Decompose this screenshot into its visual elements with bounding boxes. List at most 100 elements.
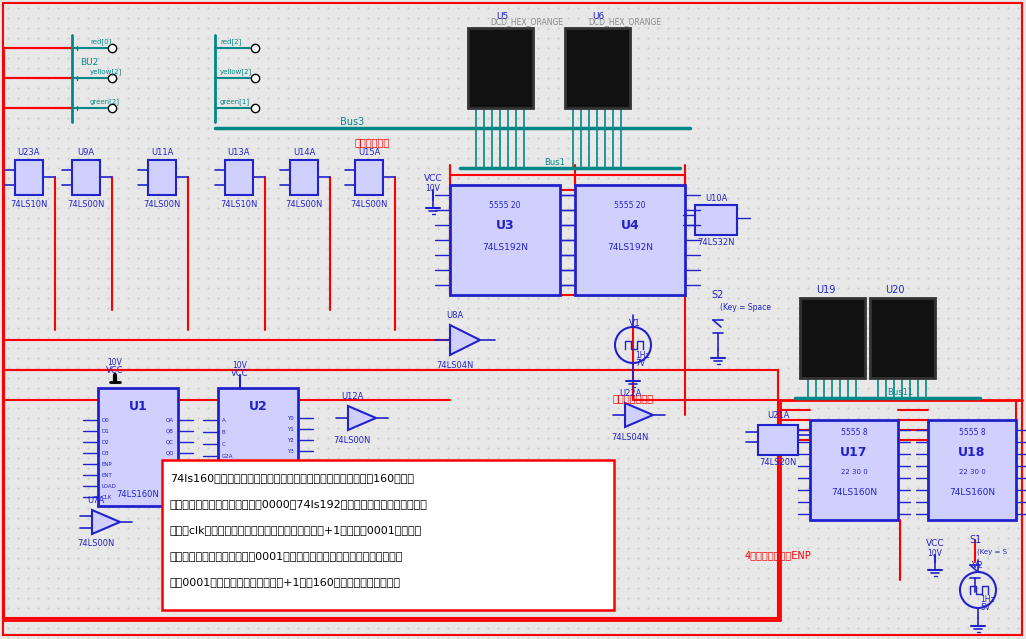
Text: Bus1: Bus1 [545,157,565,167]
Text: U2: U2 [248,399,268,413]
Text: 74LS00N: 74LS00N [77,539,115,548]
Bar [98,388,177,506]
Text: U23A: U23A [17,148,40,157]
Text: 74LS10N: 74LS10N [221,199,258,208]
Polygon shape [290,160,318,195]
Text: 74LS00N: 74LS00N [285,199,323,208]
Text: 74LS00N: 74LS00N [68,199,105,208]
Polygon shape [225,160,253,195]
Polygon shape [450,325,480,355]
Text: D3: D3 [102,450,110,456]
Text: CLK: CLK [102,495,112,500]
Text: DCD_HEX_ORANGE: DCD_HEX_ORANGE [490,17,563,26]
Bar [565,28,630,108]
Bar [928,420,1016,520]
Text: 10V: 10V [928,548,943,557]
Text: U11A: U11A [151,148,173,157]
Text: 10V: 10V [426,183,440,192]
Text: yellow[2]: yellow[2] [90,68,122,75]
Text: U4: U4 [621,219,639,231]
Bar [810,420,898,520]
Text: U18: U18 [958,445,986,459]
Text: 两片戥体置数: 两片戥体置数 [355,137,390,147]
Text: U22A: U22A [619,389,641,397]
Text: VCC: VCC [107,366,124,374]
Text: V2: V2 [972,560,984,569]
Text: B: B [222,429,226,435]
Text: 5555 8: 5555 8 [840,427,867,436]
Text: U6: U6 [592,12,604,20]
Text: DCD_HEX_ORANGE: DCD_HEX_ORANGE [588,17,661,26]
Text: QA: QA [166,417,174,422]
Text: U3: U3 [496,219,514,231]
Text: S2: S2 [712,290,724,300]
Text: A: A [222,417,226,422]
Text: 开关，clk由低变为高，产生了一个上升沿，计数器+1，输出为0001，但这时: 开关，clk由低变为高，产生了一个上升沿，计数器+1，输出为0001，但这时 [170,525,423,535]
Bar [3,370,778,618]
Text: (Key = S: (Key = S [977,549,1007,555]
Polygon shape [625,403,653,427]
Bar [218,388,298,506]
Text: U21A: U21A [766,410,789,419]
Bar [162,460,614,610]
Polygon shape [348,406,376,430]
Bar [468,28,532,108]
Text: U17: U17 [840,445,868,459]
Text: 74LS00N: 74LS00N [333,436,370,445]
Text: 5555 20: 5555 20 [615,201,645,210]
Text: Bus3: Bus3 [340,117,364,127]
Text: Y6: Y6 [287,482,294,486]
Text: U15A: U15A [358,148,381,157]
Text: (Key = Space: (Key = Space [720,302,771,311]
Text: 74LS192N: 74LS192N [607,242,653,252]
Text: yellow[2]: yellow[2] [220,68,252,75]
Text: 4与非门输出控制ENP: 4与非门输出控制ENP [745,550,812,560]
Text: V1: V1 [629,318,641,328]
Text: VCC: VCC [231,369,248,378]
Text: U19: U19 [817,285,836,295]
Bar [450,185,560,295]
Text: 74LS00N: 74LS00N [144,199,181,208]
Text: Y1: Y1 [287,426,294,431]
Text: Y4: Y4 [287,459,294,465]
Text: 5555 20: 5555 20 [489,201,521,210]
Text: VCC: VCC [424,174,442,183]
Polygon shape [92,510,120,534]
Text: U8A: U8A [446,311,464,320]
Text: 74LS10N: 74LS10N [10,199,47,208]
Bar [870,298,935,378]
Bar [800,298,865,378]
Text: 22 30 0: 22 30 0 [958,469,985,475]
Text: U20: U20 [885,285,905,295]
Text: 时，0001的详码进入预置数，而再+1后的160的输出的详码先存在！: 时，0001的详码进入预置数，而再+1后的160的输出的详码先存在！ [170,577,401,587]
Polygon shape [15,160,43,195]
Text: Y2: Y2 [287,438,294,442]
Text: VCC: VCC [925,539,944,548]
Text: G1: G1 [222,477,230,482]
Text: 74LS160N: 74LS160N [117,489,159,498]
Text: 预置数端为高电平，所以这个0001的详码先存在，等到下一个脉冲上升沿到: 预置数端为高电平，所以这个0001的详码先存在，等到下一个脉冲上升沿到 [170,551,403,561]
Text: QD: QD [165,450,174,456]
Text: S1: S1 [969,535,981,545]
Text: U5: U5 [496,12,508,20]
Text: 1Hz: 1Hz [635,351,649,360]
Text: U9A: U9A [77,148,94,157]
Text: ENP: ENP [102,461,113,466]
Bar [758,425,798,455]
Text: U7A: U7A [87,495,105,505]
Text: red[2]: red[2] [220,38,241,45]
Text: 74LS04N: 74LS04N [611,433,648,442]
Text: 74ls160那里的时钟信号来源：先打开关，再点仿真。这时因为160设置的: 74ls160那里的时钟信号来源：先打开关，再点仿真。这时因为160设置的 [170,473,415,483]
Text: red[0]: red[0] [90,38,112,45]
Polygon shape [72,160,100,195]
Text: green[2]: green[2] [90,98,120,105]
Text: U14A: U14A [292,148,315,157]
Text: green[1]: green[1] [220,98,250,105]
Text: Bus11: Bus11 [886,387,913,397]
Text: C: C [222,442,226,447]
Bar [575,185,685,295]
Text: 5V: 5V [980,603,990,613]
Text: 5555 8: 5555 8 [958,427,985,436]
Polygon shape [148,160,176,195]
Text: ENT: ENT [102,472,113,477]
